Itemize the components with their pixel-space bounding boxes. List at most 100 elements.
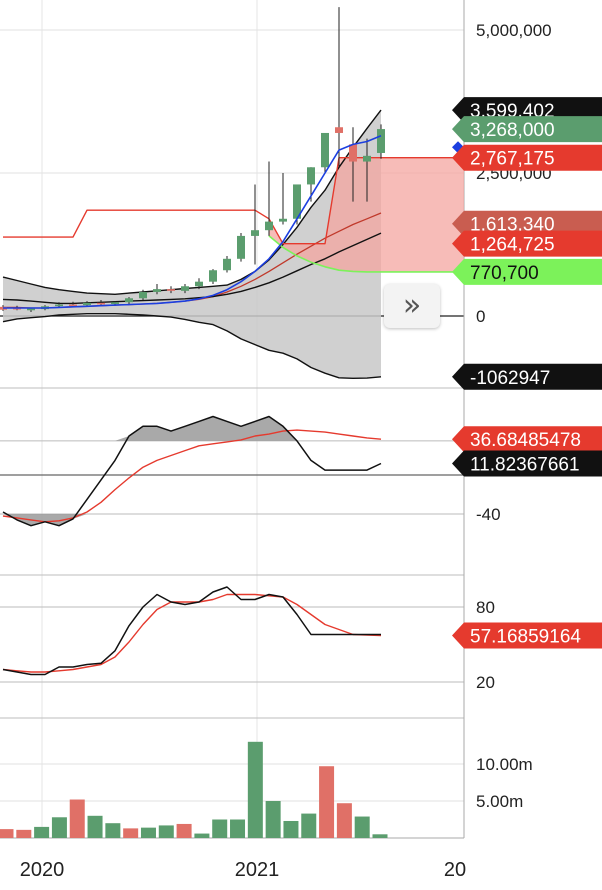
volume-tick-label: 10.00m — [476, 755, 533, 774]
volume-bar — [247, 741, 263, 838]
candle-body — [153, 289, 161, 292]
candle-body — [335, 127, 343, 133]
indicator-1-value-badge-bg — [452, 450, 602, 477]
volume-bar — [16, 829, 32, 838]
price-value-badge-bg — [452, 258, 602, 285]
volume-bar — [87, 815, 103, 838]
green-line — [268, 235, 464, 273]
candle-body — [321, 132, 329, 168]
candle-body — [27, 308, 35, 311]
candle-body — [237, 235, 245, 259]
indicator-2-value-badge: 57.16859164 — [452, 622, 602, 649]
candle-body — [349, 144, 357, 162]
price-value-badge-text: 770,700 — [470, 263, 539, 284]
volume-bar — [283, 820, 299, 838]
indicator-1-value-badge-text: 36.68485478 — [470, 430, 581, 451]
volume-bar — [372, 834, 388, 838]
candle-body — [307, 167, 315, 185]
scroll-to-latest-button[interactable]: » — [384, 284, 440, 328]
bollinger-band-fill — [3, 110, 381, 379]
price-tick-label: 0 — [476, 307, 485, 326]
volume-bar — [0, 829, 14, 838]
price-value-badge-text: 1,613,340 — [470, 215, 555, 236]
price-value-badge: 2,767,175 — [452, 144, 602, 171]
volume-bar — [336, 803, 352, 838]
price-value-badge-text: -1062947 — [470, 368, 550, 389]
price-value-badge-bg — [452, 116, 602, 143]
candle-body — [55, 304, 63, 307]
indicator-2-value-badge-text: 57.16859164 — [470, 627, 581, 648]
time-tick-label: 20 — [444, 859, 466, 881]
indicator-2-tick-label: 80 — [476, 598, 495, 617]
indicator-1-main-line — [2, 415, 382, 527]
indicator-1-value-badge: 11.82367661 — [452, 450, 602, 477]
volume-tick-label: 5.00m — [476, 792, 523, 811]
price-tick-label: 5,000,000 — [476, 21, 552, 40]
volume-bar — [51, 817, 67, 838]
candle-body — [279, 218, 287, 222]
indicator-1-value-badge-bg — [452, 426, 602, 453]
candle-body — [363, 155, 371, 162]
price-value-badge-bg — [452, 363, 602, 390]
candle-body — [251, 230, 259, 236]
price-value-badge: 3,268,000 — [452, 116, 602, 143]
cloud-fill — [269, 157, 464, 272]
candle-body — [69, 304, 77, 307]
volume-bar — [354, 816, 370, 838]
price-value-badge-bg — [452, 230, 602, 257]
volume-bar — [194, 833, 210, 838]
price-value-badge-bg — [452, 210, 602, 237]
time-tick-label: 2021 — [235, 859, 280, 881]
time-tick-label: 2020 — [20, 859, 65, 881]
volume-bar — [34, 826, 50, 838]
indicator-1-lower-fill — [3, 514, 381, 526]
candle-body — [83, 302, 91, 306]
volume-bars — [0, 741, 388, 838]
volume-bar — [140, 827, 156, 838]
indicator-2-signal-line — [2, 593, 382, 673]
candle-body — [111, 302, 119, 304]
grid-lines — [0, 0, 465, 839]
red-step-line — [3, 157, 464, 245]
price-value-badge: -1062947 — [452, 363, 602, 390]
price-value-badge: 1,264,725 — [452, 230, 602, 257]
volume-bar — [158, 825, 174, 838]
price-value-badge-text: 2,767,175 — [470, 149, 555, 170]
bollinger-upper-line — [2, 109, 382, 295]
candle-body — [125, 298, 133, 303]
candle-body — [209, 270, 217, 282]
price-value-badge: 770,700 — [452, 258, 602, 285]
candle-body — [167, 289, 175, 291]
bollinger-lower-line — [2, 313, 382, 379]
blue-line — [3, 135, 382, 309]
volume-bar — [69, 799, 85, 838]
candle-body — [97, 302, 105, 305]
indicator-2-main-line — [2, 586, 381, 676]
candle-body — [377, 129, 385, 153]
volume-bar — [265, 801, 281, 838]
indicator-2-value-badge-bg — [452, 622, 602, 649]
price-value-badge-bg — [452, 144, 602, 171]
volume-bar — [105, 823, 121, 838]
price-value-badge-text: 3,268,000 — [470, 120, 555, 141]
indicator-1-upper-fill — [3, 416, 381, 441]
volume-bar — [212, 819, 228, 838]
volume-bar — [123, 828, 139, 838]
price-value-badge: 1,613,340 — [452, 210, 602, 237]
candle-body — [265, 221, 273, 231]
moving-average-black-line — [2, 232, 382, 305]
indicator-1-signal-line — [2, 429, 382, 523]
candle-body — [223, 258, 231, 271]
volume-bar — [301, 813, 317, 838]
indicator-1-tick-label: -40 — [476, 505, 501, 524]
candle-body — [139, 291, 147, 299]
candles — [0, 7, 385, 312]
volume-bar — [176, 823, 192, 838]
volume-bar — [319, 766, 335, 838]
indicator-1-value-badge-text: 11.82367661 — [470, 454, 580, 475]
candle-body — [181, 286, 189, 291]
price-value-badge-text: 1,264,725 — [470, 235, 555, 256]
double-chevron-right-icon: » — [402, 288, 422, 323]
indicator-2-tick-label: 20 — [476, 673, 495, 692]
